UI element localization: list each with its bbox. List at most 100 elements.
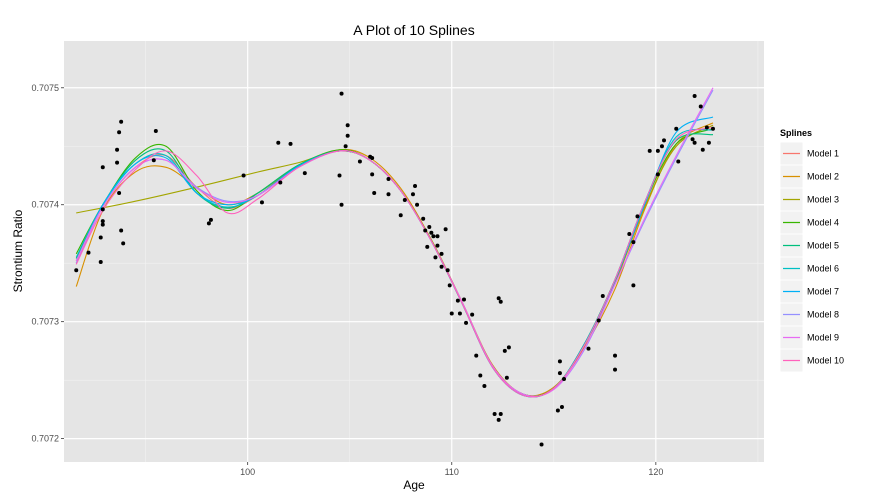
data-point	[557, 359, 562, 364]
data-point	[429, 230, 434, 235]
data-point	[433, 255, 438, 260]
data-point	[115, 147, 120, 152]
data-point	[372, 191, 377, 196]
legend-label: Model 10	[807, 356, 844, 366]
data-point	[470, 312, 475, 317]
data-point	[586, 346, 591, 351]
data-point	[100, 165, 105, 170]
data-point	[502, 348, 507, 353]
data-point	[482, 383, 487, 388]
data-point	[386, 192, 391, 197]
legend: Splines Model 1 Model 2 Model 3 Model 4 Mode…	[779, 128, 844, 373]
data-point	[562, 376, 566, 381]
legend-label: Model 1	[807, 149, 839, 159]
data-point	[117, 191, 122, 196]
x-tick-label: 100	[240, 467, 255, 477]
data-point	[435, 243, 440, 248]
x-axis-ticks: 100 110 120	[240, 462, 663, 477]
data-point	[121, 241, 126, 246]
data-point	[596, 318, 601, 323]
data-point	[119, 119, 124, 124]
data-point	[119, 228, 124, 233]
legend-title: Splines	[780, 128, 812, 138]
data-point	[655, 172, 660, 177]
data-point	[357, 159, 362, 164]
data-point	[676, 159, 681, 164]
data-point	[447, 283, 452, 288]
data-point	[659, 144, 664, 149]
data-point	[370, 172, 375, 177]
data-point	[613, 367, 618, 372]
data-point	[457, 311, 462, 316]
legend-label: Model 5	[807, 241, 839, 251]
data-point	[439, 264, 444, 269]
legend-label: Model 2	[807, 172, 839, 182]
x-tick-label: 120	[648, 467, 663, 477]
data-point	[345, 133, 350, 138]
data-point	[690, 137, 695, 142]
data-point	[613, 353, 618, 358]
legend-label: Model 7	[807, 287, 839, 297]
data-point	[445, 268, 450, 273]
data-point	[600, 293, 605, 298]
data-point	[704, 125, 709, 130]
data-point	[449, 311, 454, 316]
data-point	[627, 231, 632, 236]
legend-label: Model 3	[807, 195, 839, 205]
data-point	[498, 412, 503, 417]
data-point	[288, 141, 293, 146]
grid-lines	[64, 41, 764, 462]
data-point	[706, 140, 711, 145]
data-point	[443, 227, 448, 232]
data-point	[241, 173, 246, 178]
data-point	[423, 228, 428, 233]
data-point	[206, 221, 211, 226]
data-point	[474, 353, 479, 358]
data-point	[117, 130, 122, 135]
data-point	[415, 202, 420, 207]
y-tick-label: 0.7075	[31, 83, 59, 93]
x-axis-title: Age	[403, 478, 425, 492]
data-point	[504, 375, 509, 380]
data-point	[539, 442, 544, 447]
data-point	[278, 180, 283, 185]
y-tick-label: 0.7072	[31, 434, 59, 444]
data-point	[208, 217, 213, 222]
data-point	[435, 234, 440, 239]
data-point	[343, 144, 348, 149]
data-point	[339, 202, 344, 207]
data-point	[464, 320, 469, 325]
data-point	[386, 176, 391, 181]
data-point	[276, 140, 281, 145]
data-point	[478, 373, 483, 378]
data-point	[345, 123, 350, 128]
data-point	[398, 213, 403, 218]
chart-title: A Plot of 10 Splines	[353, 22, 474, 38]
y-tick-label: 0.7074	[31, 200, 59, 210]
data-point	[506, 345, 511, 350]
data-point	[692, 140, 697, 145]
data-point	[462, 297, 466, 302]
data-point	[700, 147, 705, 152]
legend-label: Model 8	[807, 310, 839, 320]
data-point	[439, 251, 444, 256]
y-axis-title: Strontium Ratio	[11, 209, 25, 292]
data-point	[74, 268, 79, 273]
data-point	[631, 283, 636, 288]
data-point	[421, 216, 426, 221]
data-point	[674, 126, 679, 131]
data-point	[655, 148, 660, 153]
data-point	[410, 192, 415, 197]
data-point	[455, 298, 460, 303]
legend-label: Model 6	[807, 264, 839, 274]
data-point	[631, 240, 636, 245]
data-points	[74, 91, 715, 447]
y-tick-label: 0.7073	[31, 317, 59, 327]
data-point	[402, 198, 407, 203]
plot-panel	[64, 41, 764, 462]
data-point	[427, 224, 432, 229]
data-point	[302, 171, 307, 176]
data-point	[498, 299, 503, 304]
spline-model-2	[75, 122, 714, 397]
